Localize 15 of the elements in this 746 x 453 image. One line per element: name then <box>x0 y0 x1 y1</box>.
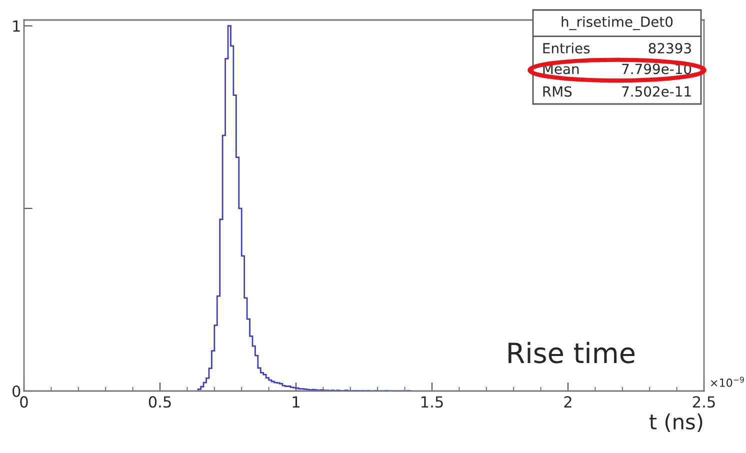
x-tick-label: 0 <box>20 396 28 408</box>
annotation: h_risetime_Det0 <box>562 16 673 30</box>
x-tick-label: 1 <box>292 396 300 408</box>
annotation: 82393 <box>648 43 691 54</box>
annotation: 7.502e-11 <box>622 86 691 97</box>
text: ×10$^{−9}$ <box>710 376 744 387</box>
x-tick-label: 2 <box>564 396 572 408</box>
x-tick-label: 1.5 <box>422 396 443 408</box>
x-tick-label: 2.5 <box>692 396 715 408</box>
annotation: Entries <box>543 42 590 54</box>
annotation: RMS <box>543 86 572 97</box>
x-tick-label: 0.5 <box>148 396 171 408</box>
annotation: 7.799e-10 <box>622 64 692 74</box>
x-axis-title: t (ns) <box>649 413 702 432</box>
annotation: Rise time <box>508 342 635 364</box>
